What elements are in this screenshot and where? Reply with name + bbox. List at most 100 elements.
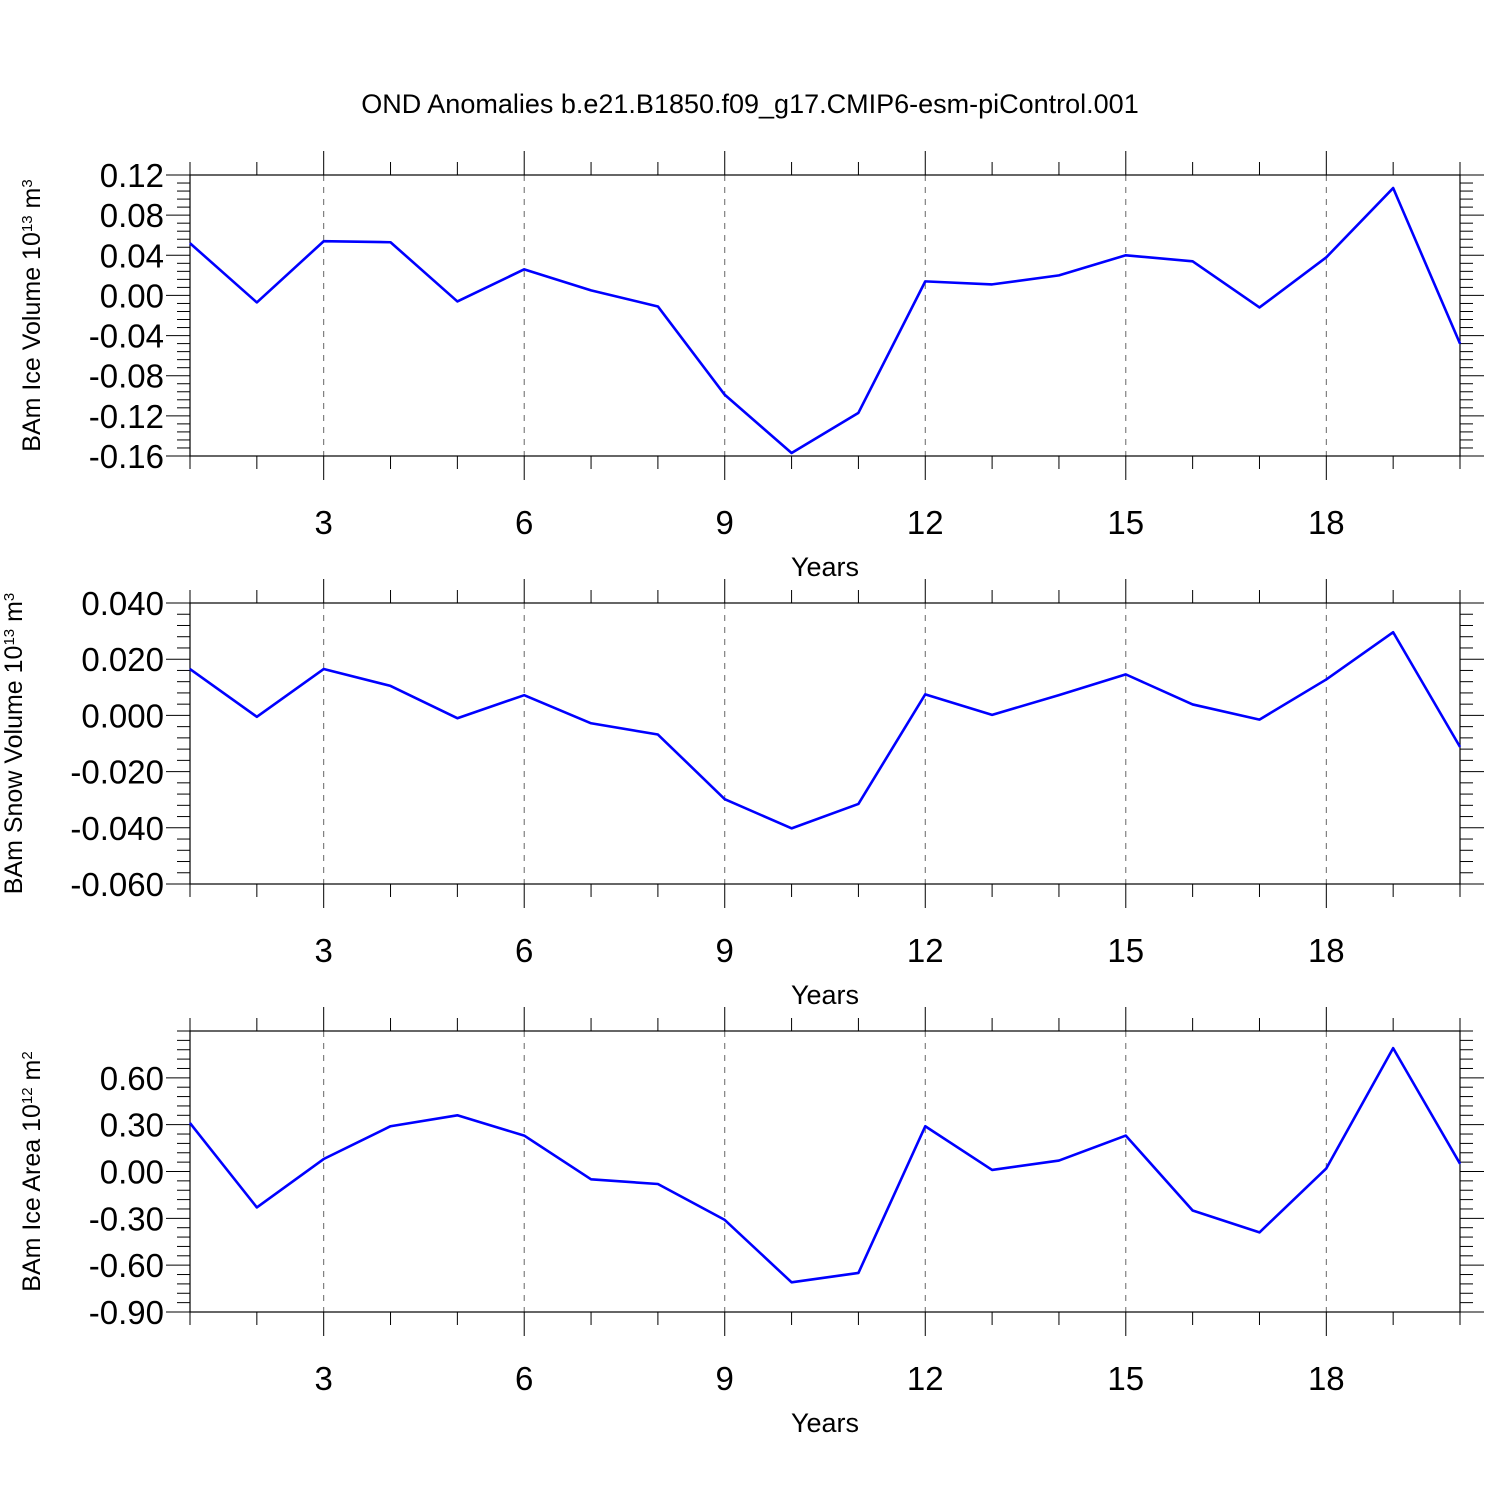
data-point xyxy=(590,722,592,724)
data-point xyxy=(1192,1210,1194,1212)
series-line xyxy=(189,630,1462,830)
plot-frame xyxy=(189,174,1461,457)
x-tick-label: 9 xyxy=(716,504,734,541)
panel-1: 3 6 9 12 15 18 Years 0.120.080.040.00 -0.04-0.08… xyxy=(18,151,1484,582)
y-tick-label: 0.020 xyxy=(81,641,164,678)
x-tick-label: 18 xyxy=(1308,504,1345,541)
x-tick-label: 18 xyxy=(1308,1360,1345,1397)
x-tick-label: 6 xyxy=(515,1360,533,1397)
y-tick-label: 0.30 xyxy=(100,1107,164,1144)
data-point xyxy=(991,1169,993,1171)
y-tick-label: 0.00 xyxy=(100,1154,164,1191)
x-axis-label: Years xyxy=(791,552,859,582)
x-tick-label: 15 xyxy=(1107,1360,1144,1397)
data-point xyxy=(857,412,859,414)
series-line xyxy=(188,1046,1462,1284)
x-tick-label: 15 xyxy=(1107,504,1144,541)
y-tick-label: 0.60 xyxy=(100,1060,164,1097)
y-tick-label: -0.16 xyxy=(89,438,164,475)
x-tick-label: 12 xyxy=(907,932,944,969)
data-point xyxy=(1392,631,1394,633)
data-point xyxy=(1392,187,1394,189)
data-point xyxy=(791,1281,793,1283)
x-tick-label: 9 xyxy=(716,932,734,969)
data-point xyxy=(1459,343,1461,345)
data-point xyxy=(1125,673,1127,675)
y-tick-label: 0.04 xyxy=(100,237,164,274)
data-point xyxy=(791,452,793,454)
y-tick-label: 0.08 xyxy=(100,197,164,234)
y-tick-label: 0.12 xyxy=(100,157,164,194)
data-point xyxy=(523,268,525,270)
y-label-text: BAm Snow Volume 10 xyxy=(0,646,28,895)
data-point xyxy=(1058,694,1060,696)
y-label-text: BAm Ice Area 10 xyxy=(18,1104,46,1292)
data-point xyxy=(924,1125,926,1127)
y-label-superscript: 13 xyxy=(1,629,18,646)
data-point xyxy=(1258,306,1260,308)
x-axis-label: Years xyxy=(791,1408,859,1438)
data-point xyxy=(1192,260,1194,262)
data-point xyxy=(1459,746,1461,748)
y-axis-label: BAm Ice Area 1012 m2 xyxy=(18,1051,46,1291)
data-point xyxy=(1258,1231,1260,1233)
y-tick-label: 0.040 xyxy=(81,585,164,622)
y-tick-label: -0.12 xyxy=(89,398,164,435)
y-label-text: BAm Ice Volume 10 xyxy=(18,232,46,452)
y-tick-label: 0.000 xyxy=(81,697,164,734)
data-point xyxy=(1125,1135,1127,1137)
y-tick-label: -0.08 xyxy=(89,358,164,395)
series-line xyxy=(189,186,1462,455)
plot-frame xyxy=(189,602,1461,885)
y-label-superscript: 3 xyxy=(1,593,18,601)
data-point xyxy=(991,283,993,285)
data-point xyxy=(924,693,926,695)
x-axis-label: Years xyxy=(791,980,859,1010)
data-point xyxy=(256,716,258,718)
data-point xyxy=(1325,1167,1327,1169)
y-tick-label: -0.040 xyxy=(70,810,164,847)
y-label-text: m xyxy=(18,188,46,216)
panel-3: 3 6 9 12 15 18 Years 0.60 0.30 0.00 -0.30 -0.60 -0.9… xyxy=(18,1007,1484,1438)
y-axis-label: BAm Ice Volume 1013 m3 xyxy=(18,179,46,451)
data-point xyxy=(256,1206,258,1208)
data-point xyxy=(724,1219,726,1221)
data-point xyxy=(590,1178,592,1180)
data-point xyxy=(323,668,325,670)
data-point xyxy=(1192,703,1194,705)
data-point xyxy=(1392,1047,1394,1049)
y-tick-label: -0.04 xyxy=(89,318,164,355)
x-tick-label: 15 xyxy=(1107,932,1144,969)
figure-title: OND Anomalies b.e21.B1850.f09_g17.CMIP6-… xyxy=(361,89,1138,119)
data-point xyxy=(323,240,325,242)
data-point xyxy=(991,714,993,716)
y-label-superscript: 3 xyxy=(19,179,36,187)
data-point xyxy=(857,1272,859,1274)
data-point xyxy=(189,668,191,670)
x-tick-label: 12 xyxy=(907,504,944,541)
data-point xyxy=(724,798,726,800)
x-tick-label: 18 xyxy=(1308,932,1345,969)
y-tick-label: -0.30 xyxy=(89,1200,164,1237)
x-tick-label: 6 xyxy=(515,504,533,541)
data-point xyxy=(590,289,592,291)
data-point xyxy=(1058,1160,1060,1162)
y-tick-label: 0.00 xyxy=(100,277,164,314)
y-axis-label: BAm Snow Volume 1013 m3 xyxy=(0,593,28,895)
data-point xyxy=(390,241,392,243)
data-point xyxy=(1058,274,1060,276)
data-point xyxy=(724,394,726,396)
data-point xyxy=(456,717,458,719)
y-label-text: m xyxy=(0,601,28,629)
y-tick-label: -0.90 xyxy=(89,1294,164,1331)
data-point xyxy=(791,827,793,829)
x-tick-label: 3 xyxy=(315,504,333,541)
data-point xyxy=(189,1122,191,1124)
data-point xyxy=(323,1158,325,1160)
x-tick-label: 12 xyxy=(907,1360,944,1397)
data-point xyxy=(657,1183,659,1185)
data-point xyxy=(1459,1163,1461,1165)
data-point xyxy=(657,734,659,736)
x-tick-label: 3 xyxy=(315,1360,333,1397)
